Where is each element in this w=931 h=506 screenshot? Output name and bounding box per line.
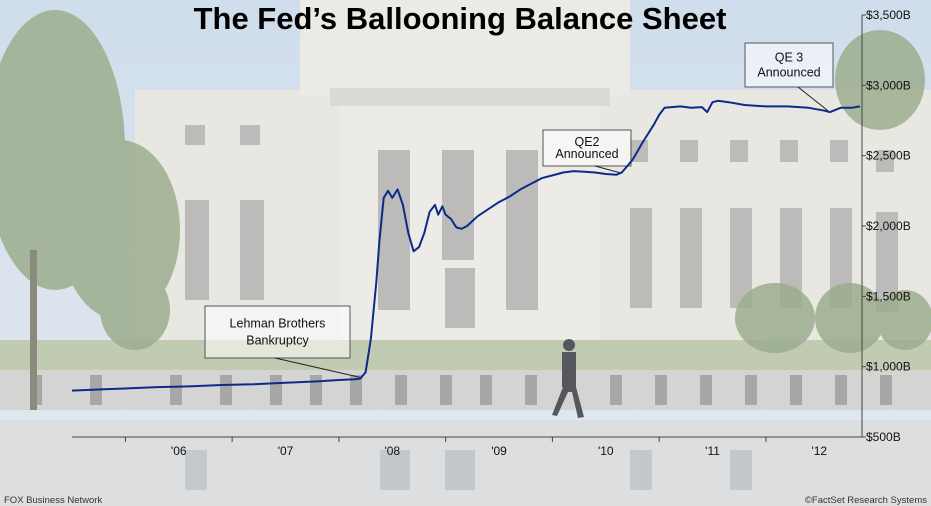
y-tick-label: $500B — [866, 430, 901, 444]
annotation-1: Lehman Brothers Bankruptcy — [204, 305, 363, 379]
y-tick-label: $2,000B — [866, 219, 911, 233]
x-tick-label: '10 — [598, 444, 614, 458]
y-axis: $500B $1,000B $1,500B $2,000B $2,500B $3,000B… — [862, 8, 911, 444]
annotation-leader-line — [797, 86, 829, 112]
chart-title: The Fed’s Ballooning Balance Sheet — [194, 1, 727, 36]
annotation-text: QE 3 — [775, 51, 804, 65]
credit-right: ©FactSet Research Systems — [805, 495, 927, 506]
x-tick-label: '12 — [811, 444, 827, 458]
annotation-text: QE2 — [574, 135, 599, 149]
annotation-text: Announced — [757, 65, 820, 79]
annotations: Lehman BrothersBankruptcyQE2AnnouncedQE … — [204, 42, 834, 379]
y-tick-label: $3,500B — [866, 8, 911, 22]
y-tick-label: $2,500B — [866, 149, 911, 163]
y-tick-label: $3,000B — [866, 78, 911, 92]
x-tick-label: '07 — [278, 444, 294, 458]
balance-sheet-series-line — [71, 99, 861, 392]
x-tick-label: '11 — [705, 444, 720, 458]
x-tick-label: '09 — [491, 444, 507, 458]
x-tick-label: '08 — [384, 444, 400, 458]
credit-left: FOX Business Network — [4, 495, 102, 506]
annotation-text: Announced — [555, 147, 618, 161]
annotation-leader-line — [274, 357, 363, 379]
annotation-leader-line — [594, 165, 622, 174]
annotation-box — [204, 305, 351, 359]
x-tick-label: '06 — [171, 444, 187, 458]
x-axis: '06 '07 '08 '09 '10 '11 '12 — [124, 437, 827, 458]
y-tick-label: $1,500B — [866, 289, 911, 303]
annotation-box — [542, 129, 632, 167]
annotation-box — [744, 42, 834, 88]
annotation-text: Bankruptcy — [246, 334, 309, 348]
annotation-text: Lehman Brothers — [230, 316, 326, 330]
y-tick-label: $1,000B — [866, 360, 911, 374]
